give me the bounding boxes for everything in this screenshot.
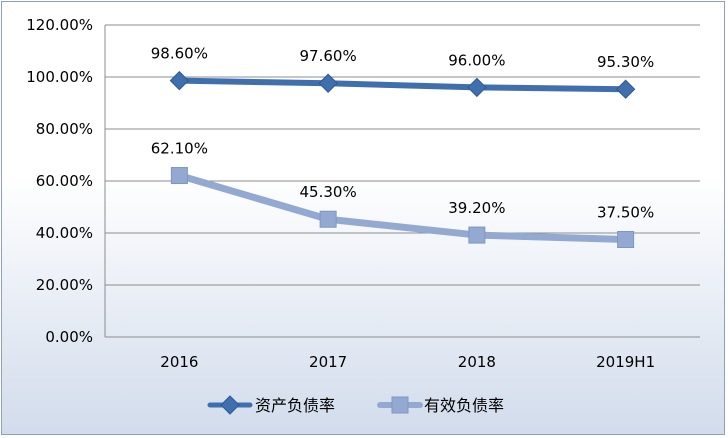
x-tick-label: 2017 [309,353,347,371]
data-point-diamond [615,79,636,99]
data-point-diamond [467,77,487,98]
y-tick-label: 100.00% [26,68,93,86]
series-line-effective-liability [175,172,630,243]
x-tick-label: 2019H1 [596,353,655,371]
y-tick-label: 120.00% [26,16,93,34]
data-label: 96.00% [448,51,505,69]
x-tick-label: 2018 [458,353,496,371]
data-label: 97.60% [300,47,357,65]
legend-diamond-icon [220,395,240,415]
series-layer: 98.60% 97.60% 96.00% 95.30% 62.10% 45.30% 39.2… [151,45,654,248]
x-tick-label: 2016 [160,353,198,371]
data-label: 62.10% [151,140,208,158]
x-axis-tick-labels: 2016 2017 2018 2019H1 [160,353,655,371]
data-label: 39.20% [448,199,505,217]
data-label: 37.50% [597,204,654,222]
y-axis-tick-labels: 0.00% 20.00% 40.00% 60.00% 80.00% 100.00% 120.… [26,16,93,346]
data-point-square [170,167,188,185]
y-tick-label: 40.00% [36,224,93,242]
data-point-square [468,226,486,244]
y-tick-label: 0.00% [45,328,93,346]
legend: 资产负债率 有效负债率 [207,395,504,415]
series-line-asset-liability [176,77,629,93]
y-tick-label: 20.00% [36,276,93,294]
legend-label: 资产负债率 [255,396,335,415]
legend-label: 有效负债率 [424,396,504,415]
data-point-diamond [169,70,190,91]
data-label: 98.60% [151,45,208,63]
legend-square-icon [391,396,409,414]
y-tick-label: 60.00% [36,172,93,190]
data-point-square [319,210,337,228]
y-tick-label: 80.00% [36,120,93,138]
data-label: 45.30% [300,183,357,201]
data-point-square [617,231,635,248]
axes [104,25,700,338]
data-point-diamond [318,73,338,93]
data-label: 95.30% [597,53,654,71]
